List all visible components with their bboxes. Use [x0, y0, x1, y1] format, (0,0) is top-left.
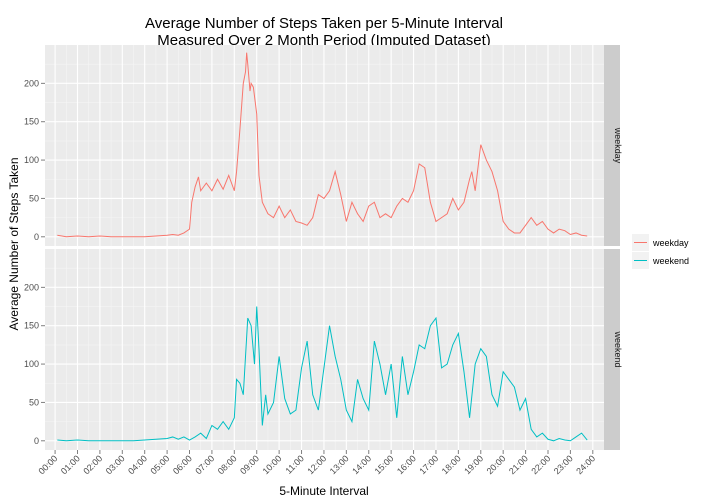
x-tick-label: 12:00	[305, 453, 328, 476]
facet-strip-weekday	[604, 45, 620, 246]
y-tick-label: 150	[24, 321, 39, 331]
chart-title-line-2: Measured Over 2 Month Period (Imputed Da…	[157, 32, 491, 49]
facet-panel-weekend: 0 50 100 150 200 weekend	[24, 249, 623, 450]
x-tick-label: 22:00	[529, 453, 552, 476]
y-tick-label: 0	[34, 232, 39, 242]
x-tick-label: 10:00	[261, 453, 284, 476]
x-tick-label: 13:00	[328, 453, 351, 476]
y-tick-label: 200	[24, 282, 39, 292]
x-tick-label: 18:00	[440, 453, 463, 476]
chart-title-line-1: Average Number of Steps Taken per 5-Minu…	[145, 15, 503, 32]
y-tick-label: 50	[29, 193, 39, 203]
y-axis-weekday: 0 50 100 150 200	[24, 78, 45, 242]
facet-strip-label-weekday: weekday	[613, 127, 623, 164]
facet-panel-weekday: 0 50 100 150 200 weekday	[24, 45, 623, 246]
facet-strip-weekend	[604, 249, 620, 450]
x-tick-label: 07:00	[193, 453, 216, 476]
x-tick-label: 04:00	[126, 453, 149, 476]
y-tick-label: 150	[24, 117, 39, 127]
legend-label-weekday: weekday	[652, 238, 689, 248]
x-tick-label: 21:00	[507, 453, 530, 476]
x-tick-label: 05:00	[149, 453, 172, 476]
x-tick-label: 20:00	[485, 453, 508, 476]
x-tick-label: 02:00	[81, 453, 104, 476]
x-tick-label: 17:00	[417, 453, 440, 476]
x-tick-label: 00:00	[36, 453, 59, 476]
x-axis-title: 5-Minute Interval	[279, 484, 368, 498]
line-weekday	[57, 52, 588, 238]
legend-label-weekend: weekend	[652, 256, 689, 266]
x-axis: 00:00 01:00 02:00 03:00 04:00 05:00 06:00 07:00…	[36, 450, 597, 476]
x-tick-label: 09:00	[238, 453, 261, 476]
y-tick-label: 50	[29, 397, 39, 407]
facet-strip-label-weekend: weekend	[613, 330, 623, 367]
line-weekend	[57, 306, 588, 442]
x-tick-label: 11:00	[283, 453, 306, 476]
x-tick-label: 23:00	[552, 453, 575, 476]
x-tick-label: 24:00	[574, 453, 597, 476]
x-tick-label: 01:00	[59, 453, 82, 476]
x-tick-label: 08:00	[216, 453, 239, 476]
y-tick-label: 200	[24, 78, 39, 88]
y-tick-label: 100	[24, 155, 39, 165]
x-tick-label: 15:00	[373, 453, 396, 476]
y-axis-title: Average Number of Steps Taken	[7, 158, 21, 331]
x-tick-label: 14:00	[350, 453, 373, 476]
panel-background	[45, 249, 604, 450]
x-tick-label: 16:00	[395, 453, 418, 476]
y-axis-weekend: 0 50 100 150 200	[24, 282, 45, 446]
legend: weekday weekend	[632, 234, 689, 269]
y-tick-label: 0	[34, 436, 39, 446]
x-tick-label: 06:00	[171, 453, 194, 476]
panel-background	[45, 45, 604, 246]
y-tick-label: 100	[24, 359, 39, 369]
x-tick-label: 19:00	[462, 453, 485, 476]
x-tick-label: 03:00	[104, 453, 127, 476]
